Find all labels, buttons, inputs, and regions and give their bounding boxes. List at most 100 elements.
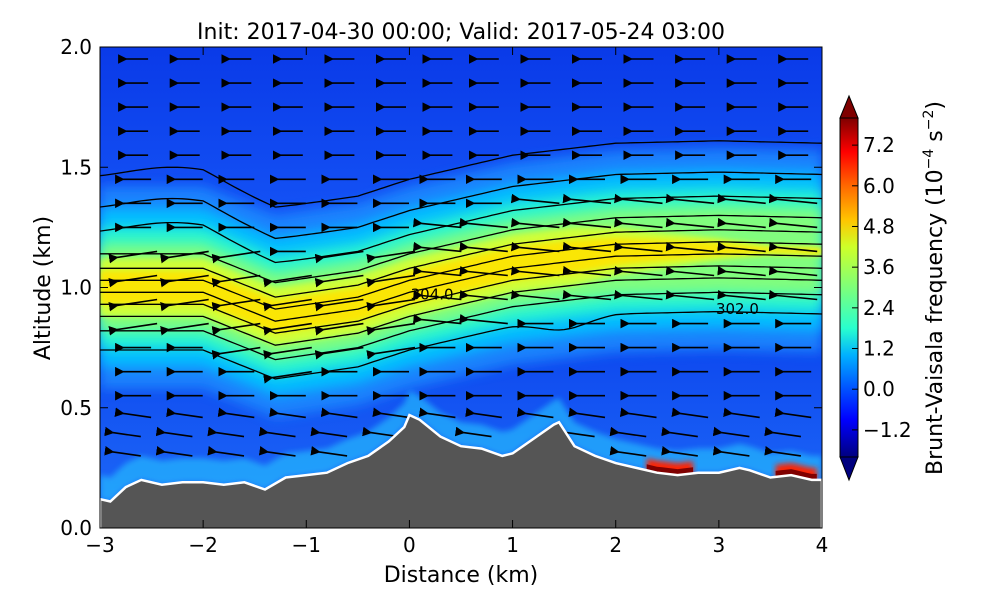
wind-vector [717,241,766,253]
wind-vector [269,407,306,419]
wind-vector [562,217,612,229]
wind-vector [768,265,818,277]
wind-vector [160,298,209,312]
wind-vector [562,241,612,253]
wind-vector [310,426,348,438]
wind-vector [160,274,209,288]
stable-layer-band [100,237,822,334]
wind-vector [717,265,766,277]
wind-vector [211,322,261,336]
y-tick-label: 0.5 [60,396,92,420]
wind-vector [314,274,364,288]
wind-vector [263,298,312,312]
isentrope-contour [100,253,822,322]
x-tick-label: −2 [188,533,217,557]
plot-area [100,47,822,528]
wind-vector [263,370,312,384]
wind-vector [562,289,612,301]
wind-vector [314,250,364,264]
colorbar-tick-label: 4.8 [863,214,895,238]
wind-vector [310,446,348,457]
wind-vectors [104,54,818,457]
wind-vector [372,407,410,419]
wind-vector [768,289,818,301]
wind-vector [211,346,261,360]
wind-vector [510,241,560,253]
colorbar: −1.2 0.0 1.2 2.4 3.6 4.8 6.0 7.2 Brunt-Vaisala … [839,94,948,482]
wind-vector [258,426,296,438]
wind-vector [108,274,158,288]
wind-vector [104,446,141,457]
wind-vector [614,241,663,253]
colorbar-tick-label: 1.2 [863,337,895,361]
colorbar-tick-label: 3.6 [863,255,895,279]
y-tick-label: 2.0 [60,35,92,59]
wind-vector [320,407,358,419]
wind-vector [412,241,462,253]
wind-vector [665,265,715,277]
wind-vector [671,407,709,419]
wind-vector [459,241,508,253]
wind-vector [459,265,508,277]
wind-vector [510,217,560,229]
wind-vector [366,322,416,336]
wind-vector [217,407,255,419]
x-tick-label: −3 [85,533,114,557]
wind-vector [661,446,698,457]
colorbar-ticks: −1.2 0.0 1.2 2.4 3.6 4.8 6.0 7.2 [852,133,912,442]
wind-vector [510,289,560,301]
wind-vector [614,289,663,301]
y-tick-label: 1.0 [60,276,92,300]
wind-vector [211,250,261,264]
wind-vector [114,407,152,419]
wind-vector [764,426,802,438]
surface-inversion-core [775,469,817,480]
wind-vector [263,322,312,336]
wind-vector [516,407,554,419]
wind-vector [558,426,595,438]
wind-vector [366,250,416,264]
wind-vector [166,407,203,419]
wind-vector [314,346,364,360]
wind-vector [155,426,193,438]
wind-vector [614,217,663,229]
wind-vector [263,274,312,288]
wind-vector [768,193,818,205]
wind-vector [155,446,193,457]
wind-vector [717,289,766,301]
wind-vector [774,407,812,419]
wind-vector [258,446,296,457]
chart-title: Init: 2017-04-30 00:00; Valid: 2017-05-2… [197,20,725,45]
wind-vector [717,217,766,229]
colorbar-tick-label: 0.0 [863,377,895,401]
colorbar-tick-label: 7.2 [863,133,895,157]
wind-vector [717,193,766,205]
wind-vector [665,289,715,301]
wind-vector [108,322,158,336]
wind-vector [454,426,492,438]
wind-vector [207,426,245,438]
y-axis: 0.0 0.5 1.0 1.5 2.0 [60,35,822,540]
wind-vector [418,407,456,419]
terrain [100,413,822,528]
wind-vector [619,407,657,419]
wind-vector [665,241,715,253]
wind-vector [712,446,750,457]
wind-vector [614,193,663,205]
wind-vector [562,193,612,205]
y-axis-label: Altitude (km) [31,216,56,360]
x-tick-label: 1 [506,533,519,557]
wind-vector [665,193,715,205]
wind-vector [104,426,141,438]
wind-vector [459,289,508,301]
x-axis-label: Distance (km) [384,563,539,588]
wind-vector [459,217,508,229]
wind-vector [314,298,364,312]
wind-vector [108,298,158,312]
x-tick-label: 4 [816,533,829,557]
wind-vector [661,426,698,438]
colorbar-extend-top [839,94,859,119]
wind-vector [562,265,612,277]
wind-vector [568,407,606,419]
